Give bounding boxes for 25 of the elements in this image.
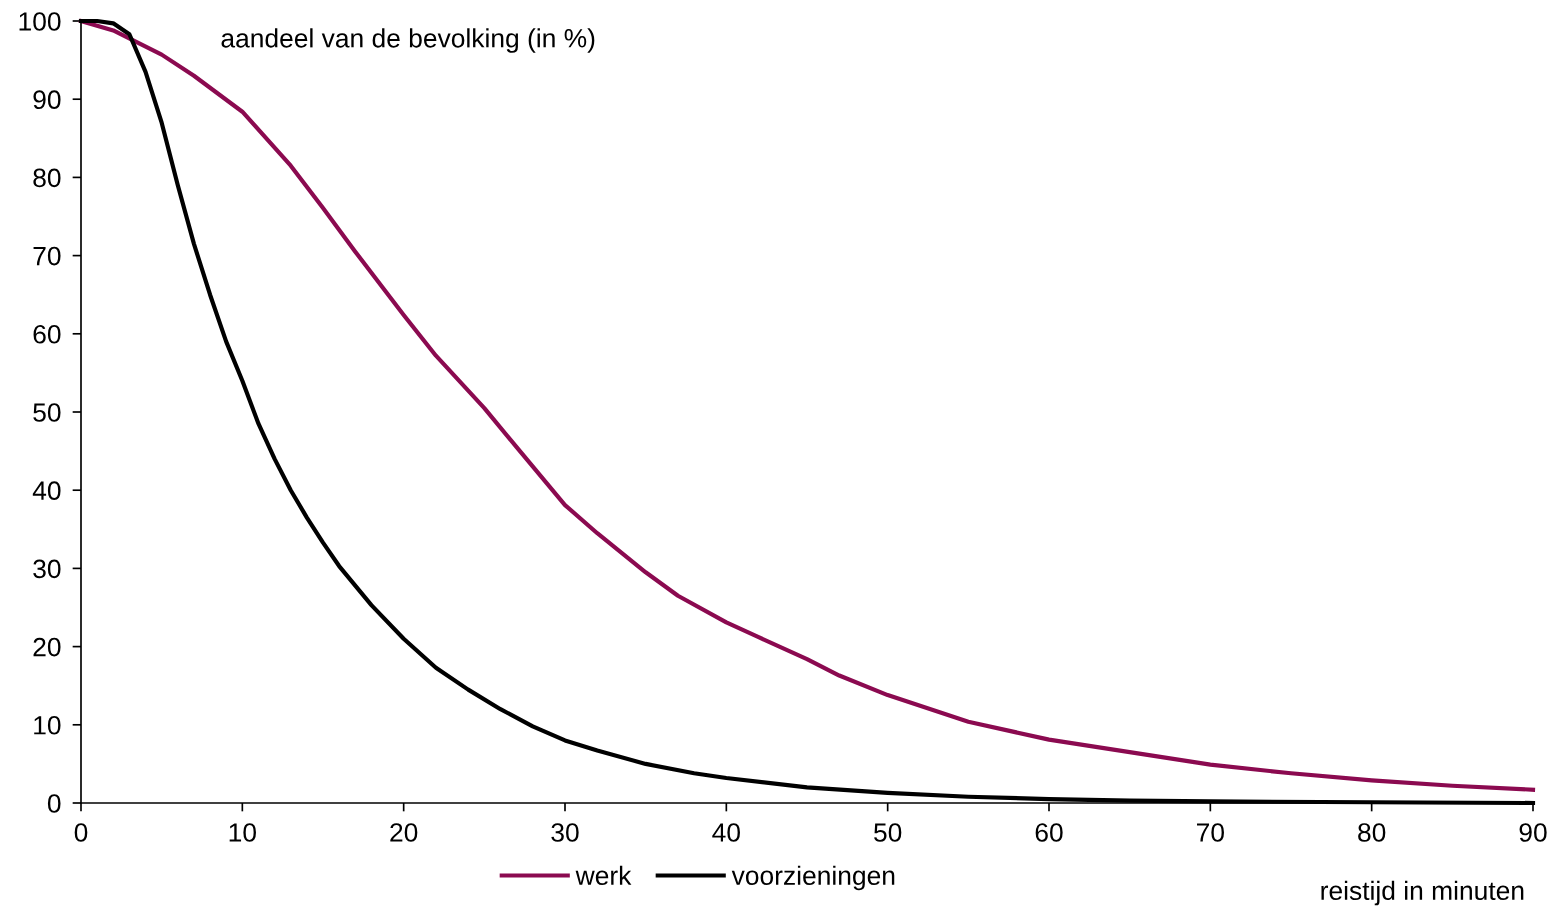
x-tick-label: 0 <box>74 823 88 842</box>
x-tick-label: 20 <box>390 823 418 842</box>
y-tick-label: 40 <box>32 481 61 501</box>
y-tick-label: 90 <box>33 90 61 110</box>
y-tick-label: 50 <box>33 403 61 422</box>
x-tick-label: 30 <box>551 823 579 842</box>
y-tick-label: 80 <box>33 168 61 188</box>
y-tick-label: 100 <box>19 12 61 31</box>
y-tick-label: 0 <box>47 794 61 813</box>
legend-label: voorzieningen <box>731 865 895 891</box>
x-tick-label: 60 <box>1035 823 1063 842</box>
x-tick-label: 40 <box>712 823 740 842</box>
legend-label: werk <box>575 865 632 886</box>
x-tick-label: 10 <box>229 823 256 842</box>
y-tick-label: 60 <box>33 324 61 344</box>
x-tick-label: 90 <box>1519 823 1547 842</box>
x-tick-label: 80 <box>1358 823 1386 842</box>
y-axis-title: aandeel van de bevolking (in %) <box>221 28 595 53</box>
x-tick-label: 50 <box>874 823 902 842</box>
x-tick-label: 70 <box>1197 823 1224 842</box>
y-tick-label: 10 <box>34 715 61 735</box>
y-tick-label: 30 <box>33 559 61 579</box>
y-tick-label: 20 <box>33 637 61 657</box>
y-tick-label: 70 <box>33 246 61 266</box>
x-axis-title: reistijd in minuten <box>1321 880 1524 906</box>
